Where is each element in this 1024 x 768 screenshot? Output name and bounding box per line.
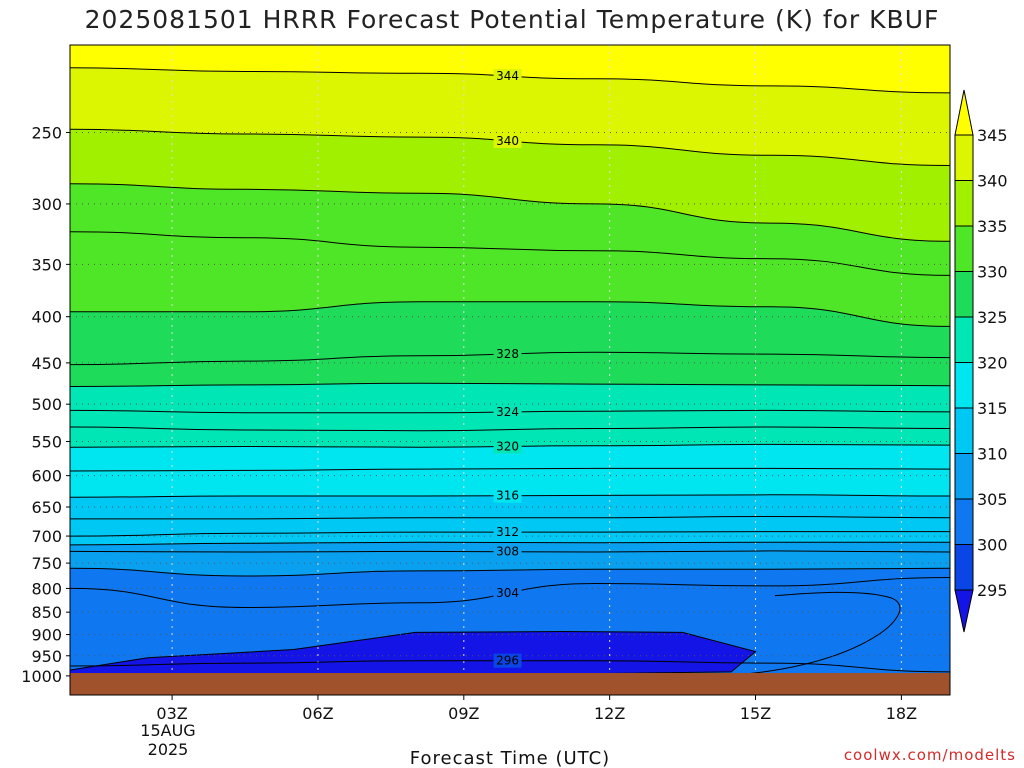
y-tick-label-350: 350 xyxy=(31,255,62,274)
colorbar-box-3 xyxy=(954,271,974,318)
contour-label-316: 316 xyxy=(496,489,519,503)
credit-text: coolwx.com/modelts xyxy=(844,746,1016,764)
x-tick-label-15Z: 15Z xyxy=(740,704,771,723)
date-label-day: 15AUG xyxy=(140,721,195,740)
colorbar-label-340: 340 xyxy=(977,172,1008,191)
contour-label-bg-324 xyxy=(493,404,522,419)
colorbar-label-335: 335 xyxy=(977,217,1008,236)
colorbar-bottom-arrow xyxy=(954,589,974,633)
y-tick-label-600: 600 xyxy=(31,467,62,486)
contour-label-bg-328 xyxy=(493,347,522,362)
y-tick-label-900: 900 xyxy=(31,626,62,645)
x-tick-label-06Z: 06Z xyxy=(302,704,333,723)
x-tick-label-09Z: 09Z xyxy=(448,704,479,723)
colorbar-box-1 xyxy=(954,180,974,227)
y-tick-label-300: 300 xyxy=(31,195,62,214)
colorbar-box-0 xyxy=(954,134,974,181)
contour-label-bg-316 xyxy=(493,488,522,503)
x-tick-label-03Z: 03Z xyxy=(156,704,187,723)
y-tick-label-650: 650 xyxy=(31,498,62,517)
contour-336 xyxy=(69,183,951,242)
y-tick-label-400: 400 xyxy=(31,308,62,327)
contour-label-bg-320 xyxy=(493,439,522,454)
contour-label-312: 312 xyxy=(496,525,519,539)
contour-310 xyxy=(69,541,950,546)
x-tick-label-18Z: 18Z xyxy=(886,704,917,723)
colorbar-box-5 xyxy=(954,362,974,409)
contour-label-320: 320 xyxy=(496,439,519,453)
y-tick-label-500: 500 xyxy=(31,395,62,414)
contour-332 xyxy=(69,231,951,276)
colorbar-label-320: 320 xyxy=(977,354,1008,373)
colorbar-label-295: 295 xyxy=(977,581,1008,600)
y-tick-label-1000: 1000 xyxy=(21,667,62,686)
plot-frame xyxy=(69,44,951,696)
contour-label-bg-344 xyxy=(493,69,522,84)
contour-label-bg-296 xyxy=(493,653,522,668)
contour-318 xyxy=(69,467,951,472)
colorbar-box-8 xyxy=(954,498,974,545)
colorbar-label-345: 345 xyxy=(977,126,1008,145)
contour-label-340: 340 xyxy=(496,134,519,148)
contour-label-bg-304 xyxy=(493,586,522,601)
contour-label-308: 308 xyxy=(496,545,519,559)
colorbar-label-310: 310 xyxy=(977,445,1008,464)
date-label-year: 2025 xyxy=(148,740,189,759)
contour-label-304: 304 xyxy=(496,586,519,600)
colorbar: 345 340 335 330 325 320 315 310 305 300 295 xyxy=(954,89,1008,633)
y-axis: 250 300 350 400 450 500 550 600 650 700 750 800 850 9… xyxy=(21,123,70,686)
y-tick-label-950: 950 xyxy=(31,647,62,666)
y-tick-label-450: 450 xyxy=(31,354,62,373)
x-axis: 15AUG 2025 03Z 06Z 09Z 12Z 15Z 18Z xyxy=(140,695,917,759)
x-axis-label: Forecast Time (UTC) xyxy=(410,748,610,768)
y-tick-label-550: 550 xyxy=(31,433,62,452)
y-tick-label-850: 850 xyxy=(31,603,62,622)
plot-area: 344 340 328 324 320 316 312 308 304 296 xyxy=(69,44,951,696)
colorbar-label-305: 305 xyxy=(977,490,1008,509)
contour-label-bg-308 xyxy=(493,544,522,559)
contour-322 xyxy=(69,426,951,432)
colorbar-box-4 xyxy=(954,316,974,363)
contour-label-bg-312 xyxy=(493,525,522,540)
colorbar-box-2 xyxy=(954,225,974,272)
contour-302-lobe xyxy=(706,591,901,677)
y-tick-label-700: 700 xyxy=(31,527,62,546)
contour-label-296: 296 xyxy=(496,654,519,668)
y-tick-label-750: 750 xyxy=(31,554,62,573)
colorbar-label-315: 315 xyxy=(977,399,1008,418)
contour-306 xyxy=(69,567,951,577)
x-tick-label-12Z: 12Z xyxy=(594,704,625,723)
chart-title: 2025081501 HRRR Forecast Potential Tempe… xyxy=(85,5,940,34)
y-tick-label-250: 250 xyxy=(31,123,62,142)
colorbar-box-6 xyxy=(954,407,974,454)
ground-surface xyxy=(70,673,950,695)
colorbar-box-7 xyxy=(954,453,974,500)
contour-label-324: 324 xyxy=(496,405,519,419)
contour-label-344: 344 xyxy=(496,69,519,83)
colorbar-label-300: 300 xyxy=(977,536,1008,555)
contour-330 xyxy=(69,301,951,327)
contour-326 xyxy=(69,382,951,387)
contour-label-bg-340 xyxy=(493,133,522,148)
y-tick-label-800: 800 xyxy=(31,579,62,598)
contour-314 xyxy=(69,515,951,520)
contour-layer: 344 340 328 324 320 316 312 308 304 296 xyxy=(69,67,951,673)
colorbar-top-arrow xyxy=(954,89,974,136)
colorbar-label-325: 325 xyxy=(977,308,1008,327)
contour-label-328: 328 xyxy=(496,347,519,361)
colorbar-label-330: 330 xyxy=(977,263,1008,282)
colorbar-box-9 xyxy=(954,544,974,591)
